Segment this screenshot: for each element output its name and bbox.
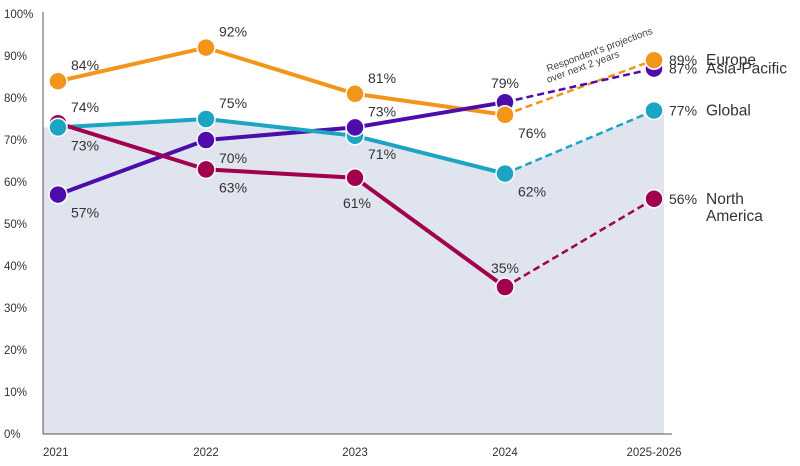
y-tick-label: 100%	[4, 9, 33, 21]
point-global-2025-2026	[644, 100, 664, 121]
data-label-global: 71%	[368, 146, 396, 162]
axis-layer: 0% 10% 20% 30% 40% 50% 60% 70% 80% 90% 100% 2021 202…	[4, 9, 682, 459]
point-global-2024	[495, 163, 515, 184]
point-europe-2022	[196, 37, 216, 58]
series-name-asia-pacific: Asia-Pacific	[706, 61, 787, 78]
point-asia-pacific-2021	[48, 184, 68, 205]
data-label-europe: 81%	[368, 70, 396, 86]
point-asia-pacific-2022	[196, 130, 216, 150]
x-tick-label: 2025-2026	[627, 447, 682, 459]
point-europe-2024	[495, 105, 515, 125]
data-label-global: 73%	[71, 137, 99, 153]
data-label-asia-pacific: 79%	[491, 75, 519, 91]
data-label-asia-pacific: 57%	[71, 205, 99, 221]
point-asia-pacific-2023	[345, 117, 365, 138]
point-north-america-2024	[495, 277, 515, 297]
data-label-europe: 89%	[669, 52, 697, 68]
y-tick-label: 50%	[4, 219, 27, 231]
projection-line-asia-pacific	[504, 67, 655, 104]
line-global	[56, 117, 507, 176]
point-north-america-2022	[196, 159, 216, 180]
point-global-2022	[196, 109, 216, 129]
projection-line-europe	[504, 59, 655, 116]
point-europe-2021	[48, 71, 68, 91]
point-global-2021	[48, 117, 68, 138]
x-tick-label: 2023	[342, 447, 368, 459]
y-tick-label: 70%	[4, 135, 27, 147]
data-label-north-america: 63%	[219, 179, 247, 195]
point-europe-2023	[345, 84, 365, 104]
series-name-europe: Europe	[706, 52, 756, 69]
y-tick-label: 90%	[4, 51, 27, 63]
projection-line-north-america	[504, 197, 655, 289]
data-label-global: 77%	[669, 103, 697, 119]
y-tick-label: 10%	[4, 387, 27, 399]
y-tick-label: 40%	[4, 261, 27, 273]
data-label-asia-pacific: 70%	[219, 150, 247, 166]
series-lines	[56, 45, 655, 289]
projection-line-global	[504, 109, 655, 175]
y-tick-label: 20%	[4, 345, 27, 357]
area-layer	[43, 110, 664, 434]
y-tick-label: 0%	[4, 429, 21, 441]
series-name-north-america: North	[706, 191, 744, 208]
point-north-america-2023	[345, 168, 365, 188]
y-tick-label: 60%	[4, 177, 27, 189]
data-label-north-america: 61%	[343, 195, 371, 211]
data-label-north-america: 74%	[71, 99, 99, 115]
y-tick-label: 80%	[4, 93, 27, 105]
data-label-north-america: 35%	[491, 260, 519, 276]
data-label-asia-pacific: 73%	[368, 103, 396, 119]
data-label-global: 62%	[518, 184, 546, 200]
point-europe-2025-2026	[644, 50, 664, 70]
area-global	[43, 110, 664, 434]
line-north-america	[56, 121, 507, 289]
data-label-global: 75%	[219, 95, 247, 111]
data-labels: 84% 92% 81% 76% 89% Europe 57% 70% 73% 79% 87% Asia…	[71, 24, 787, 276]
data-label-asia-pacific: 87%	[669, 61, 697, 77]
x-tick-label: 2024	[492, 447, 518, 459]
point-north-america-2025-2026	[644, 189, 664, 209]
x-tick-label: 2021	[43, 447, 69, 459]
x-tick-label: 2022	[193, 447, 219, 459]
line-europe	[56, 45, 507, 117]
data-label-north-america: 56%	[669, 191, 697, 207]
data-label-europe: 76%	[518, 125, 546, 141]
data-label-europe: 92%	[219, 24, 247, 40]
line-asia-pacific	[56, 100, 507, 197]
data-label-europe: 84%	[71, 57, 99, 73]
series-name-north-america: America	[706, 208, 763, 225]
series-name-global: Global	[706, 103, 751, 120]
projection-note: Respondent's projections	[545, 26, 654, 75]
series-markers	[48, 37, 664, 297]
y-tick-label: 30%	[4, 303, 27, 315]
